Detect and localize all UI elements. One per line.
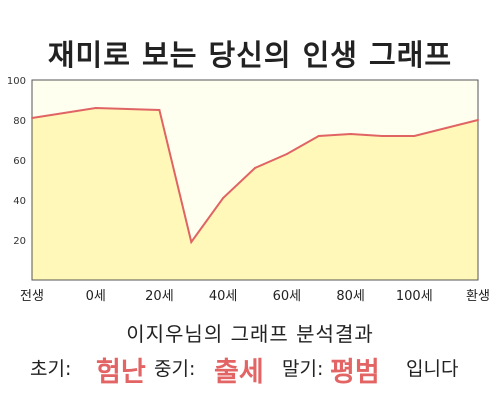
late-label: 말기: [282,358,324,380]
y-tick-label: 80 [13,116,26,127]
x-tick-label: 0세 [86,289,106,304]
middle-label: 중기: [154,358,196,380]
y-tick-label: 20 [13,236,26,247]
y-axis: 20 40 60 80 100 [7,76,26,247]
x-tick-label: 20세 [145,289,174,304]
data-point-11 [445,127,448,129]
data-point-1 [94,107,97,109]
chart-title: 재미로 보는 당신의 인생 그래프 [47,38,453,72]
x-tick-label: 80세 [336,289,365,304]
x-tick-label: 60세 [273,289,302,304]
data-point-10 [413,135,416,137]
early-label: 초기: [30,358,72,380]
x-axis: 전생 0세 20세 40세 60세 80세 100세 환생 [20,289,490,304]
y-tick-label: 60 [13,156,26,167]
series-area-fill [32,108,478,280]
y-tick-label: 40 [13,196,26,207]
data-point-0 [31,117,33,119]
data-point-7 [317,135,320,137]
plot-frame [31,79,479,281]
data-point-8 [349,133,352,135]
data-point-4 [222,197,225,199]
x-tick-label: 100세 [396,289,433,304]
middle-value: 출세 [214,357,264,388]
x-tick-label: 전생 [20,289,44,304]
data-point-6 [285,153,288,155]
x-tick-label: 40세 [209,289,238,304]
y-tick-label: 100 [7,76,26,87]
data-point-12 [477,119,479,121]
late-value: 평범 [330,357,380,388]
early-value: 험난 [96,357,146,388]
data-point-9 [381,135,384,137]
x-tick-label: 환생 [466,289,490,304]
data-point-5 [254,167,256,169]
analysis-subtitle: 이지우님의 그래프 분석결과 [126,322,374,346]
data-point-2 [158,109,161,111]
data-point-3 [190,241,193,243]
ending-text: 입니다 [406,358,459,380]
